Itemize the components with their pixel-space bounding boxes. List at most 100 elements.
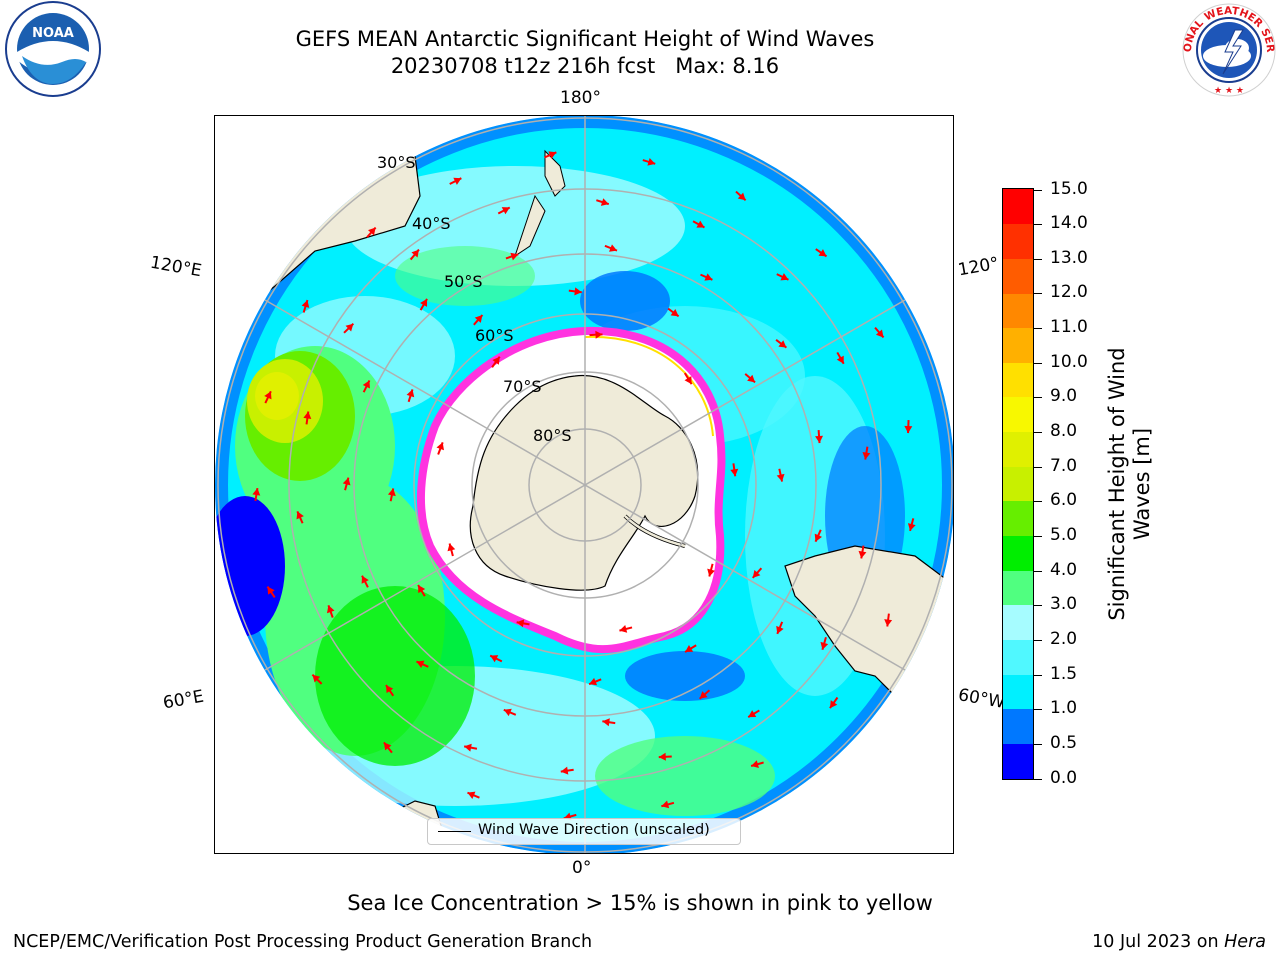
- wind-wave-arrowhead: [490, 655, 499, 663]
- wind-wave-arrowhead: [345, 323, 354, 332]
- wind-wave-arrowhead: [829, 700, 838, 709]
- svg-text:★ ★ ★: ★ ★ ★: [1214, 86, 1244, 96]
- sea-ice-note: Sea Ice Concentration > 15% is shown in …: [347, 891, 933, 915]
- colorbar-tick-label: 9.0: [1050, 386, 1078, 407]
- wind-wave-arrowhead: [503, 708, 512, 717]
- colorbar-segment: [1003, 362, 1033, 398]
- lat-label-80: 80°S: [533, 426, 572, 445]
- wind-wave-arrowhead: [685, 644, 694, 653]
- wind-wave-arrowhead: [301, 300, 310, 308]
- colorbar-segment: [1003, 743, 1033, 779]
- lat-label-40: 40°S: [412, 214, 451, 233]
- lon-label-bottom: 0°: [572, 858, 592, 878]
- footer-machine: Hera: [1224, 932, 1266, 952]
- wind-wave-arrowhead: [361, 575, 369, 584]
- colorbar-tick-label: 8.0: [1050, 421, 1078, 442]
- wind-wave-arrowhead: [704, 273, 713, 281]
- wind-wave-arrowhead: [411, 249, 419, 258]
- colorbar-tick-label: 11.0: [1050, 317, 1088, 338]
- wind-wave-arrowhead: [815, 435, 824, 444]
- colorbar-tick: [1034, 466, 1042, 468]
- wind-wave-arrowhead: [492, 356, 500, 365]
- wind-wave-arrowhead: [467, 791, 476, 800]
- colorbar-tick: [1034, 709, 1042, 711]
- colorbar-segment: [1003, 535, 1033, 571]
- colorbar-segment: [1003, 639, 1033, 675]
- colorbar-segment: [1003, 708, 1033, 744]
- wind-wave-arrowhead: [252, 488, 261, 496]
- footer-date: 10 Jul 2023 on Hera: [1092, 932, 1266, 952]
- wind-wave-arrowhead: [619, 625, 628, 633]
- wind-wave-arrowhead: [296, 511, 304, 520]
- wind-wave-arrowhead: [836, 355, 844, 364]
- colorbar-tick-label: 14.0: [1050, 213, 1088, 234]
- noaa-logo: NOAA: [5, 1, 101, 97]
- wind-wave-arrowhead: [447, 543, 456, 552]
- wind-wave-arrowhead: [303, 411, 312, 419]
- noaa-logo-text: NOAA: [32, 26, 74, 41]
- wind-wave-arrowhead: [747, 374, 756, 383]
- lat-label-50: 50°S: [444, 272, 483, 291]
- colorbar-tick: [1034, 674, 1042, 676]
- colorbar-tick-label: 2.0: [1050, 628, 1078, 649]
- lon-label-upper-left: 120°E: [148, 252, 204, 282]
- wind-wave-arrowhead: [474, 314, 483, 323]
- lat-label-60: 60°S: [475, 326, 514, 345]
- colorbar-tick: [1034, 432, 1042, 434]
- wind-wave-arrowhead: [814, 533, 823, 542]
- colorbar-segment: [1003, 223, 1033, 259]
- lon-label-lower-right: 60°W: [956, 685, 1007, 713]
- colorbar-segment: [1003, 570, 1033, 606]
- wind-wave-arrowhead: [778, 340, 787, 348]
- colorbar-tick-label: 3.0: [1050, 594, 1078, 615]
- wind-wave-arrows: [252, 151, 916, 821]
- wind-wave-arrowhead: [602, 718, 610, 727]
- wind-wave-arrowhead: [406, 389, 415, 398]
- footer-credit: NCEP/EMC/Verification Post Processing Pr…: [13, 932, 593, 952]
- colorbar-tick-label: 5.0: [1050, 524, 1078, 545]
- wind-wave-arrowhead: [600, 198, 609, 206]
- colorbar-segment: [1003, 396, 1033, 433]
- wind-wave-arrowhead: [818, 249, 827, 257]
- colorbar-tick: [1034, 535, 1042, 537]
- colorbar-tick: [1034, 258, 1042, 260]
- wind-wave-arrowhead: [609, 244, 618, 252]
- graticule: [217, 116, 953, 853]
- colorbar-tick: [1034, 293, 1042, 295]
- lat-label-30: 30°S: [377, 153, 416, 172]
- colorbar-tick-label: 4.0: [1050, 559, 1078, 580]
- wind-wave-arrowhead: [548, 151, 557, 159]
- lon-label-top: 180°: [560, 88, 601, 108]
- wind-wave-arrowhead: [387, 488, 396, 497]
- wind-wave-arrowhead: [453, 177, 462, 185]
- colorbar-segment: [1003, 500, 1033, 537]
- wind-wave-arrowhead: [560, 766, 569, 775]
- wind-wave-arrowhead: [820, 641, 829, 650]
- wind-wave-arrowhead: [418, 585, 426, 594]
- legend-label: Wind Wave Direction (unscaled): [478, 822, 710, 838]
- colorbar-tick-label: 12.0: [1050, 282, 1088, 303]
- colorbar-tick-label: 7.0: [1050, 455, 1078, 476]
- wind-wave-arrowhead: [326, 605, 335, 614]
- wind-wave-arrowhead: [670, 308, 679, 317]
- wind-wave-arrowhead: [510, 252, 519, 261]
- colorbar-tick: [1034, 570, 1042, 572]
- wind-wave-arrowhead: [696, 220, 705, 228]
- wind-wave-arrowhead: [684, 376, 692, 385]
- wind-wave-arrowhead: [862, 451, 871, 460]
- wind-wave-arrowhead: [699, 691, 708, 699]
- colorbar-tick: [1034, 501, 1042, 503]
- colorbar-tick: [1034, 362, 1042, 364]
- wind-wave-arrowhead: [776, 625, 784, 634]
- antarctica-land: [469, 374, 699, 591]
- wind-wave-arrowhead: [574, 287, 582, 296]
- wind-wave-arrowhead: [267, 586, 275, 595]
- chart-subtitle: 20230708 t12z 216h fcst Max: 8.16: [390, 54, 780, 78]
- colorbar-segment: [1003, 292, 1033, 329]
- colorbar-tick: [1034, 639, 1042, 641]
- colorbar-tick: [1034, 605, 1042, 607]
- colorbar-tick-label: 13.0: [1050, 247, 1088, 268]
- wind-wave-arrowhead: [362, 380, 370, 389]
- colorbar-segment: [1003, 466, 1033, 502]
- wind-wave-arrowhead: [858, 550, 867, 559]
